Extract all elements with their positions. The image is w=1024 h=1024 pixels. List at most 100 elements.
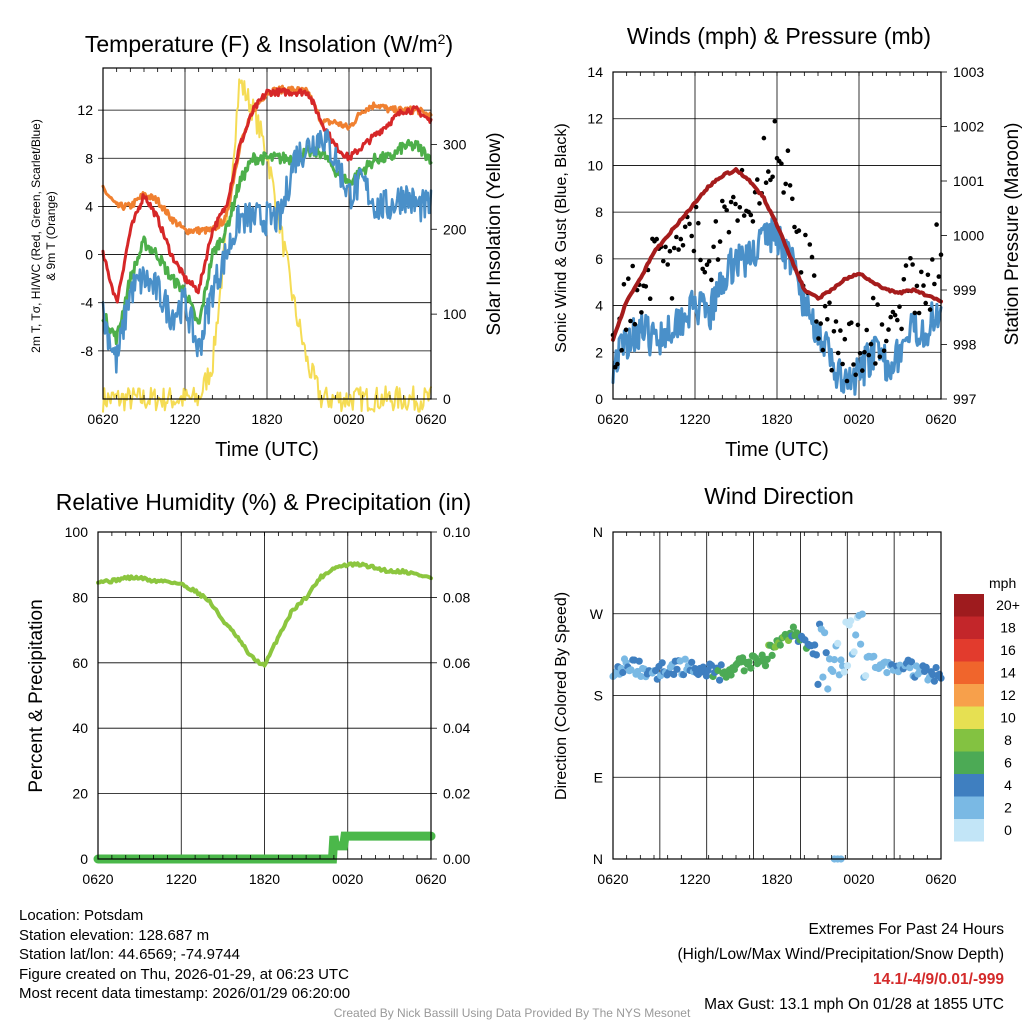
y-axis-label-line1: 2m T, Tσ, HI/WC (Red, Green, Scarlet/Blu… — [29, 119, 43, 353]
y-tick-label: 8 — [85, 150, 93, 166]
x-tick-label: 0620 — [415, 411, 446, 427]
y-tick-label: -4 — [81, 295, 94, 311]
gust-point — [628, 318, 633, 324]
legend-label: 14 — [1000, 665, 1016, 681]
gust-point — [897, 304, 902, 310]
y2-tick-label: 1002 — [953, 119, 984, 135]
gust-point — [630, 263, 635, 269]
x-tick-label: 1820 — [761, 411, 792, 427]
gust-point — [615, 361, 620, 367]
y2-tick-label: 0.04 — [443, 720, 470, 736]
legend-label: 4 — [1004, 777, 1012, 793]
gust-point — [811, 273, 817, 278]
direction-point — [670, 670, 678, 679]
temp-line-blue — [101, 128, 433, 374]
pressure-line — [611, 167, 943, 342]
x-tick-label: 0020 — [332, 871, 363, 887]
gust-point — [763, 180, 769, 185]
gust-point — [755, 177, 760, 182]
legend-swatch — [954, 684, 984, 707]
humidity-line — [96, 561, 433, 668]
gust-point — [674, 234, 679, 240]
direction-point — [702, 672, 711, 680]
y-tick-label: 0 — [80, 851, 88, 867]
direction-point — [747, 664, 755, 672]
gust-point — [706, 259, 712, 264]
direction-point — [930, 677, 939, 685]
direction-point — [745, 658, 753, 666]
gust-point — [814, 319, 819, 324]
direction-point — [858, 610, 866, 618]
y2-tick-label: 0 — [443, 391, 451, 407]
x-tick-label: 0020 — [843, 871, 874, 887]
direction-point — [716, 676, 724, 684]
gust-point — [696, 220, 701, 226]
direction-point — [627, 666, 635, 674]
x-tick-label: 0620 — [87, 411, 118, 427]
gust-point — [831, 329, 837, 334]
direction-point — [922, 663, 930, 672]
extremes-values: 14.1/-4/9/0.01/-999 — [873, 971, 1004, 988]
y-tick-label: 40 — [72, 720, 88, 736]
legend-title: mph — [989, 575, 1016, 591]
y-tick-label: 2 — [595, 344, 603, 360]
created-text: Figure created on Thu, 2026-01-29, at 06… — [19, 965, 349, 983]
direction-point — [840, 668, 848, 676]
gust-point — [626, 276, 631, 282]
y-tick-label: 80 — [72, 589, 88, 605]
y-tick-label: N — [593, 851, 603, 867]
gust-point — [682, 224, 688, 230]
direction-point — [740, 667, 748, 675]
legend-label: 0 — [1004, 822, 1012, 838]
x-tick-label: 0620 — [82, 871, 113, 887]
gust-point — [870, 295, 876, 301]
x-tick-label: 0620 — [597, 411, 628, 427]
gust-point — [704, 262, 710, 268]
chart-title: Temperature (F) & Insolation (W/m2) — [85, 31, 453, 57]
gust-point — [899, 326, 904, 332]
x-axis-label: Time (UTC) — [215, 439, 319, 461]
gust-point — [669, 296, 675, 301]
y2-tick-label: 997 — [953, 391, 977, 407]
gust-point — [757, 201, 762, 206]
gust-point — [919, 269, 924, 275]
gust-point — [792, 224, 797, 230]
x-tick-label: 1820 — [251, 411, 282, 427]
direction-point — [883, 669, 891, 677]
direction-point — [850, 648, 858, 656]
gust-point — [770, 174, 775, 180]
direction-point — [819, 673, 827, 681]
direction-point — [763, 655, 771, 664]
legend-label: 20+ — [996, 597, 1020, 613]
elevation-text: Station elevation: 128.687 m — [19, 926, 210, 944]
gust-point — [678, 236, 684, 242]
y-tick-label: W — [590, 606, 604, 622]
gust-point — [713, 219, 719, 224]
y2-tick-label: 1000 — [953, 228, 984, 244]
x-tick-label: 0620 — [597, 871, 628, 887]
gust-point — [914, 283, 920, 289]
gust-point — [820, 347, 826, 353]
gust-point — [619, 347, 624, 353]
gust-point — [700, 266, 705, 272]
gust-point — [912, 310, 918, 316]
y-tick-label: 4 — [595, 298, 603, 314]
gust-point — [665, 262, 670, 267]
y-tick-label: 12 — [77, 102, 93, 118]
y2-tick-label: 999 — [953, 282, 977, 298]
y-tick-label: 6 — [595, 251, 603, 267]
y-tick-label: 0 — [85, 247, 93, 263]
gust-point — [884, 338, 889, 344]
gust-point — [873, 361, 878, 366]
direction-point — [727, 671, 735, 679]
gust-point — [835, 350, 841, 356]
gust-point — [927, 307, 933, 312]
gust-point — [844, 378, 850, 384]
gust-point — [779, 161, 784, 166]
gust-point — [888, 314, 893, 320]
gust-point — [842, 336, 848, 342]
y-tick-label: -8 — [81, 343, 94, 359]
y-tick-label: 10 — [587, 157, 603, 173]
gust-point — [866, 352, 872, 358]
